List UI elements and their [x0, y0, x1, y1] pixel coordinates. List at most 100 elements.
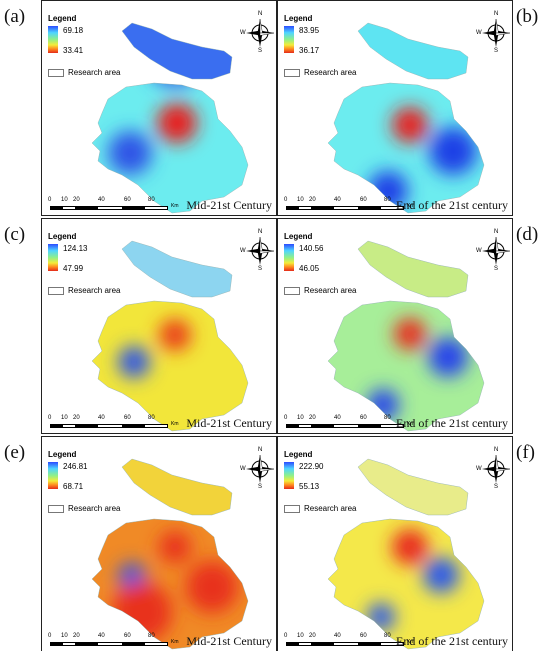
- legend-min-value: 47.99: [63, 264, 84, 273]
- scale-bar: 0 10 20 40 60 80 Km: [283, 633, 415, 649]
- legend-title: Legend: [284, 450, 313, 459]
- panel-label: (c): [4, 224, 26, 245]
- scale-tick: 10: [297, 633, 304, 639]
- legend-min-value: 46.05: [299, 264, 320, 273]
- map-panel: Legend 222.90 55.13 Research area N S W E 0 10 20 4…: [277, 436, 513, 651]
- compass-w: W: [240, 30, 246, 36]
- scale-tick: 80: [384, 633, 391, 639]
- compass-s: S: [494, 48, 499, 54]
- coldspot: [429, 127, 477, 175]
- panel-label: (e): [4, 442, 26, 463]
- scale-tick: 40: [98, 415, 105, 421]
- hotspot: [392, 529, 428, 565]
- legend-title: Legend: [48, 450, 77, 459]
- compass-e: E: [512, 30, 513, 36]
- research-area-label: Research area: [304, 504, 357, 513]
- legend: Legend 246.81 68.71 Research area: [48, 450, 158, 520]
- coldspot: [108, 131, 152, 175]
- scale-tick: 0: [284, 415, 288, 421]
- hotspot: [159, 531, 191, 563]
- scale-tick: 0: [284, 197, 288, 203]
- compass-n: N: [258, 229, 263, 235]
- choropleth-map: [327, 240, 485, 432]
- scale-tick: 60: [360, 415, 367, 421]
- compass-w: W: [240, 248, 246, 254]
- legend-title: Legend: [284, 14, 313, 23]
- choropleth-map: [91, 458, 249, 650]
- legend-color-ramp: [48, 462, 58, 489]
- scale-bar: 0 10 20 40 60 80 Km: [47, 633, 179, 649]
- coldspot: [423, 557, 459, 593]
- legend-title: Legend: [284, 232, 313, 241]
- north-arrow-icon: N S W E: [476, 229, 512, 273]
- coldspot: [367, 603, 395, 631]
- scale-bar: 0 10 20 40 60 80 Km: [47, 415, 179, 431]
- scale-tick: 60: [124, 197, 131, 203]
- scale-tick: 80: [148, 633, 155, 639]
- region-north: [121, 22, 233, 80]
- research-area-label: Research area: [304, 286, 357, 295]
- legend-title: Legend: [48, 232, 77, 241]
- period-label: End of the 21st century: [396, 634, 508, 648]
- research-area-swatch: [284, 505, 300, 513]
- legend-max-value: 83.95: [299, 26, 320, 35]
- hotspot: [157, 103, 197, 143]
- map-panel: Legend 140.56 46.05 Research area N S W E 0 10 20 4…: [277, 218, 513, 434]
- scale-tick: 40: [98, 197, 105, 203]
- research-area-swatch: [48, 69, 64, 77]
- scale-tick: 0: [48, 197, 52, 203]
- map-panel: Legend 83.95 36.17 Research area N S W E 0 10 20 40…: [277, 0, 513, 216]
- scale-tick: 20: [309, 197, 316, 203]
- research-area-label: Research area: [68, 286, 121, 295]
- region-south: [327, 300, 485, 432]
- scale-tick: 40: [98, 633, 105, 639]
- compass-w: W: [476, 30, 482, 36]
- compass-s: S: [258, 484, 263, 490]
- scale-tick: 60: [360, 633, 367, 639]
- panel-label: (a): [4, 6, 26, 27]
- region-south: [91, 300, 249, 432]
- period-label: End of the 21st century: [396, 198, 508, 212]
- legend: Legend 124.13 47.99 Research area: [48, 232, 158, 302]
- legend-color-ramp: [48, 244, 58, 271]
- scale-unit: Km: [407, 639, 415, 645]
- legend-color-ramp: [284, 26, 294, 53]
- coldspot: [118, 346, 150, 378]
- scale-bar: 0 10 20 40 60 80 Km: [283, 415, 415, 431]
- coldspot: [428, 337, 468, 377]
- scale-tick: 10: [61, 415, 68, 421]
- scale-unit: Km: [407, 203, 415, 209]
- scale-tick: 10: [297, 415, 304, 421]
- scale-tick: 60: [124, 415, 131, 421]
- region-north: [121, 458, 233, 516]
- scale-unit: Km: [407, 421, 415, 427]
- legend-color-ramp: [284, 462, 294, 489]
- scale-unit: Km: [171, 421, 179, 427]
- research-area-label: Research area: [68, 68, 121, 77]
- scale-unit: Km: [171, 639, 179, 645]
- legend: Legend 69.18 33.41 Research area: [48, 14, 158, 84]
- scale-tick: 0: [48, 415, 52, 421]
- scale-tick: 0: [48, 633, 52, 639]
- compass-w: W: [476, 466, 482, 472]
- compass-s: S: [494, 266, 499, 272]
- scale-tick: 10: [61, 197, 68, 203]
- legend-title: Legend: [48, 14, 77, 23]
- north-arrow-icon: N S W E: [476, 447, 512, 491]
- choropleth-map: [327, 22, 485, 214]
- scale-tick: 20: [309, 633, 316, 639]
- research-area-swatch: [48, 505, 64, 513]
- scale-bar: 0 10 20 40 60 80 Km: [283, 197, 415, 213]
- region-south: [91, 82, 249, 214]
- region-north: [357, 458, 469, 516]
- period-label: End of the 21st century: [396, 416, 508, 430]
- research-area-label: Research area: [68, 504, 121, 513]
- legend-max-value: 140.56: [299, 244, 324, 253]
- period-label: Mid-21st Century: [186, 198, 272, 212]
- region-north: [357, 240, 469, 298]
- panel-label: (d): [516, 224, 539, 245]
- scale-tick: 60: [124, 633, 131, 639]
- scale-tick: 20: [309, 415, 316, 421]
